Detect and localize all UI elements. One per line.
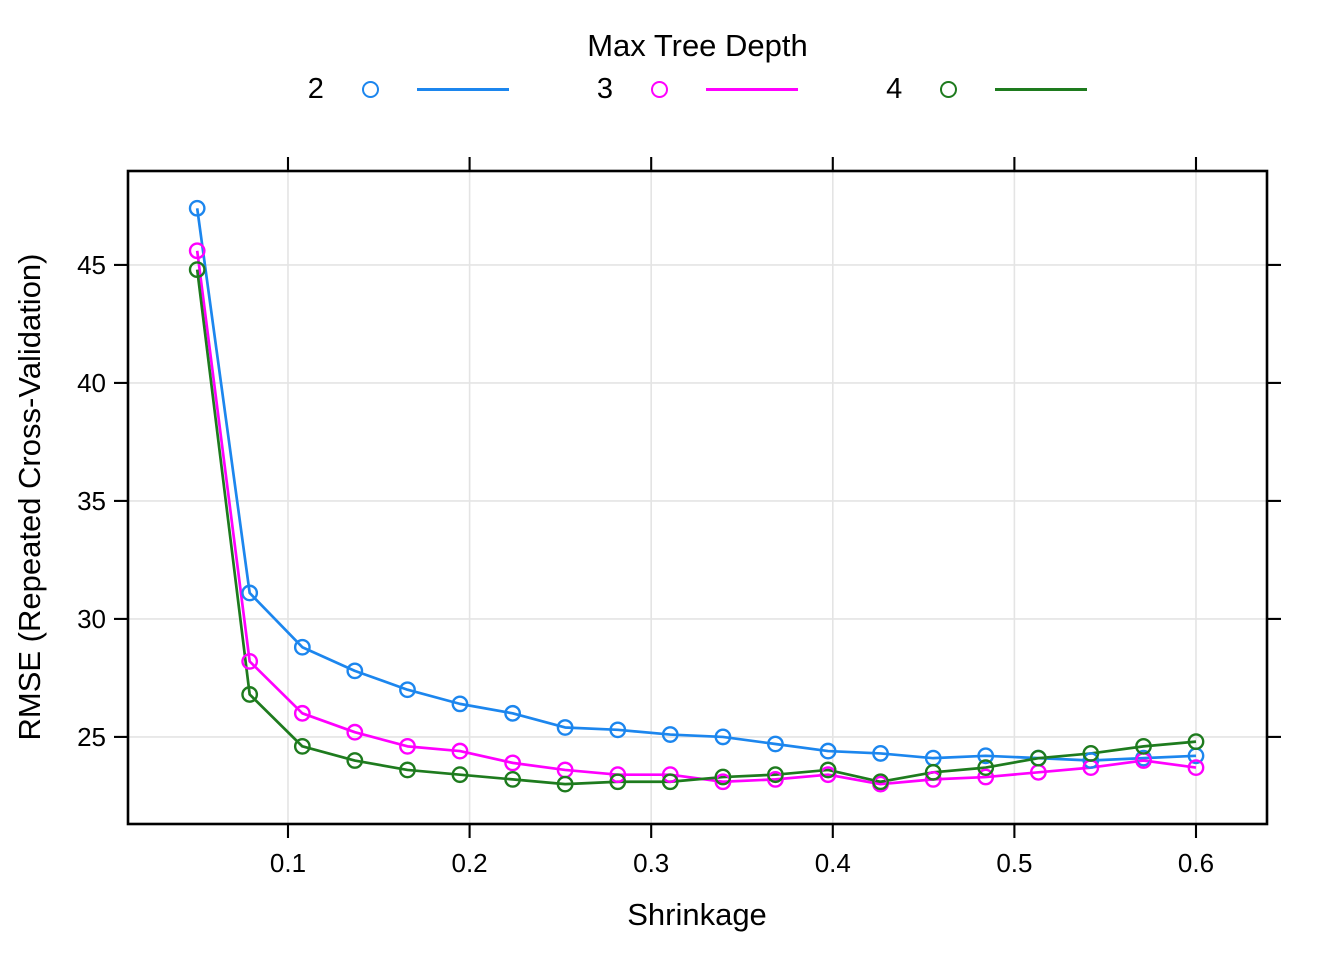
data-point-depth-4 — [1135, 737, 1152, 755]
legend-label-depth-3: 3 — [596, 73, 614, 105]
x-tick-label: 0.5 — [996, 848, 1032, 878]
data-point-depth-3 — [346, 723, 364, 741]
data-point-depth-4 — [188, 261, 206, 279]
legend-marker-icon — [651, 81, 669, 98]
x-tick-label: 0.2 — [452, 848, 488, 878]
data-point-depth-4 — [661, 773, 679, 791]
legend-marker-icon — [940, 81, 958, 98]
data-point-depth-3 — [714, 773, 732, 791]
data-point-depth-4 — [924, 763, 942, 781]
data-point-depth-2 — [977, 747, 995, 765]
panel-border — [126, 169, 1269, 826]
data-point-depth-3 — [188, 242, 206, 260]
y-tick-label: 45 — [77, 250, 106, 280]
data-point-depth-4 — [556, 775, 574, 793]
data-point-depth-2 — [556, 719, 574, 736]
legend-entry-depth-2: 2 — [308, 73, 509, 106]
data-point-depth-2 — [346, 662, 364, 680]
legend-marker-icon — [361, 81, 379, 98]
legend: Max Tree Depth 2 3 4 — [128, 28, 1267, 106]
data-point-depth-3 — [451, 742, 469, 760]
data-point-depth-2 — [451, 695, 469, 713]
series-line-depth-2 — [195, 208, 1197, 762]
data-point-depth-3 — [399, 737, 416, 755]
legend-line-icon — [706, 88, 799, 91]
data-point-depth-3 — [767, 770, 784, 788]
data-point-depth-2 — [241, 584, 259, 602]
legend-entry-depth-4: 4 — [886, 73, 1088, 106]
data-point-depth-2 — [188, 199, 206, 217]
data-point-depth-4 — [872, 773, 889, 791]
data-point-depth-3 — [977, 768, 995, 786]
data-point-depth-3 — [293, 704, 311, 722]
data-point-depth-4 — [346, 752, 364, 769]
data-point-depth-4 — [819, 761, 837, 779]
y-tick-label: 25 — [77, 722, 106, 752]
data-point-depth-2 — [504, 704, 522, 722]
x-tick-label: 0.1 — [270, 848, 306, 878]
data-point-depth-2 — [399, 681, 416, 699]
series-line-depth-3 — [195, 250, 1197, 786]
y-tick-label: 40 — [77, 368, 106, 398]
data-point-depth-4 — [399, 761, 416, 779]
data-point-depth-4 — [767, 766, 784, 784]
legend-line-icon — [995, 88, 1088, 91]
data-point-depth-4 — [504, 770, 522, 788]
series-line-depth-4 — [195, 269, 1197, 786]
data-point-depth-2 — [661, 726, 679, 743]
legend-title: Max Tree Depth — [587, 28, 808, 63]
legend-label-depth-4: 4 — [886, 73, 903, 105]
data-point-depth-2 — [293, 638, 311, 656]
data-point-depth-4 — [241, 686, 259, 703]
data-point-depth-2 — [767, 735, 784, 753]
data-point-depth-2 — [872, 745, 889, 762]
data-point-depth-4 — [609, 773, 627, 791]
data-point-depth-2 — [1082, 752, 1100, 769]
data-point-depth-3 — [1187, 759, 1205, 776]
y-tick-label: 30 — [77, 604, 106, 634]
data-point-depth-3 — [504, 754, 522, 772]
legend-items: 2 3 4 — [128, 73, 1267, 106]
data-point-depth-3 — [819, 766, 837, 784]
legend-entry-depth-3: 3 — [596, 73, 799, 106]
x-axis-title: Shrinkage — [627, 897, 767, 932]
data-point-depth-4 — [1029, 749, 1047, 767]
legend-line-icon — [416, 88, 509, 91]
data-point-depth-3 — [241, 652, 259, 670]
data-point-depth-4 — [1187, 733, 1205, 751]
data-point-depth-4 — [977, 759, 995, 776]
x-tick-label: 0.6 — [1178, 848, 1214, 878]
legend-label-depth-2: 2 — [307, 73, 324, 105]
data-point-depth-4 — [714, 768, 732, 786]
data-point-depth-3 — [661, 766, 679, 784]
data-point-depth-3 — [609, 766, 627, 784]
data-point-depth-2 — [609, 721, 627, 739]
x-tick-label: 0.4 — [815, 848, 851, 878]
x-tick-label: 0.3 — [633, 848, 669, 878]
data-point-depth-2 — [819, 742, 837, 760]
y-axis-title: RMSE (Repeated Cross-Validation) — [12, 253, 47, 741]
y-tick-label: 35 — [77, 486, 106, 516]
data-point-depth-2 — [714, 728, 732, 746]
data-point-depth-4 — [293, 737, 311, 755]
data-point-depth-3 — [924, 770, 942, 788]
data-point-depth-4 — [451, 766, 469, 784]
data-point-depth-4 — [1082, 745, 1100, 762]
